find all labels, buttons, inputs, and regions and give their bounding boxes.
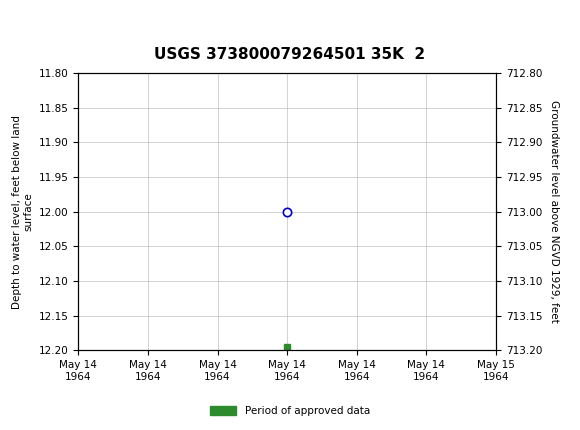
Text: USGS 373800079264501 35K  2: USGS 373800079264501 35K 2	[154, 47, 426, 62]
Legend: Period of approved data: Period of approved data	[206, 402, 374, 421]
Y-axis label: Groundwater level above NGVD 1929, feet: Groundwater level above NGVD 1929, feet	[549, 100, 559, 323]
Y-axis label: Depth to water level, feet below land
surface: Depth to water level, feet below land su…	[12, 115, 33, 309]
Text: USGS: USGS	[49, 9, 104, 27]
